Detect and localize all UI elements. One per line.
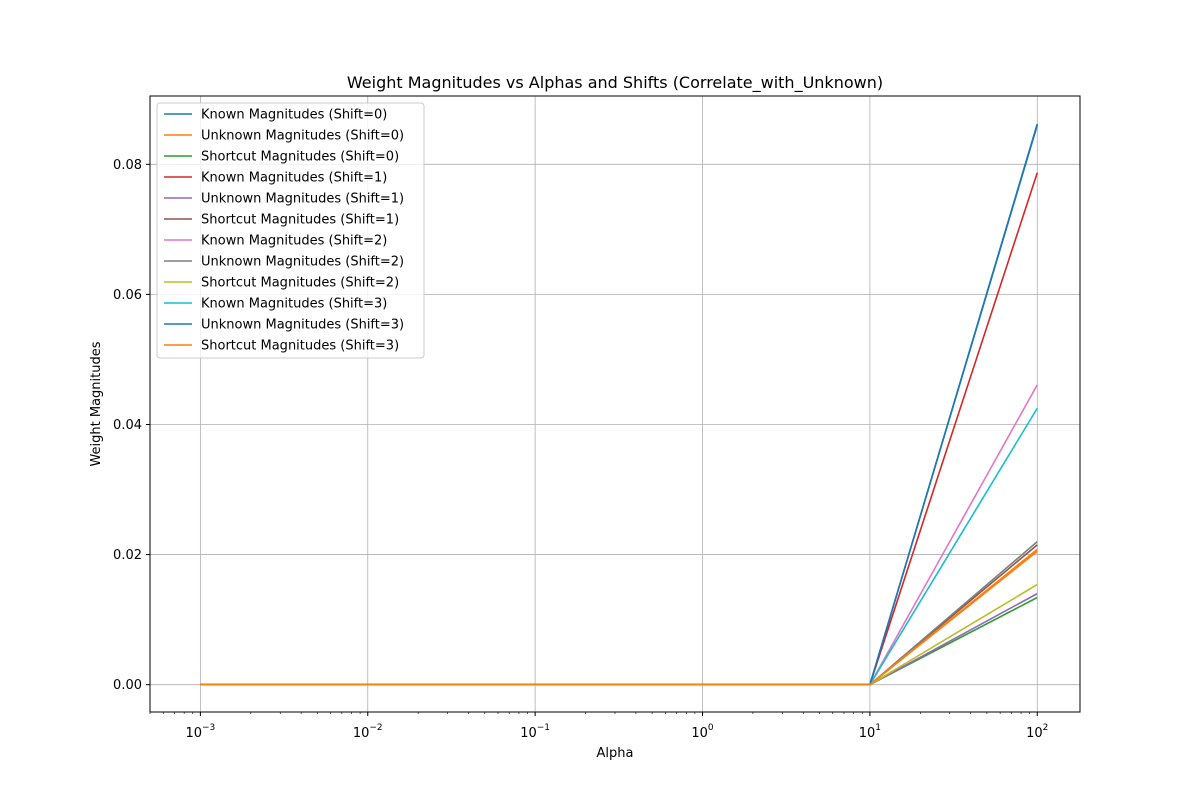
legend-item: Unknown Magnitudes (Shift=1) — [164, 192, 404, 207]
legend-label: Unknown Magnitudes (Shift=2) — [201, 255, 404, 270]
x-axis-label: Alpha — [597, 746, 634, 761]
legend-item: Unknown Magnitudes (Shift=0) — [164, 129, 404, 144]
legend-item: Known Magnitudes (Shift=0) — [164, 108, 387, 123]
x-tick-exponent: −2 — [369, 723, 382, 733]
y-axis-label: Weight Magnitudes — [89, 341, 104, 466]
chart-title: Weight Magnitudes vs Alphas and Shifts (… — [347, 73, 883, 93]
y-tick-label: 0.08 — [113, 158, 142, 173]
x-tick-base: 10 — [185, 726, 202, 741]
x-tick-exponent: −1 — [537, 723, 550, 733]
grid — [150, 96, 1080, 712]
legend-item: Known Magnitudes (Shift=1) — [164, 171, 387, 186]
x-tick-label: 10−1 — [520, 723, 550, 741]
series-lines — [200, 123, 1039, 686]
legend: Known Magnitudes (Shift=0) Unknown Magnit… — [156, 102, 425, 359]
legend-label: Known Magnitudes (Shift=2) — [201, 234, 387, 249]
legend-label: Unknown Magnitudes (Shift=1) — [201, 192, 404, 207]
legend-box — [156, 102, 425, 359]
x-tick-exponent: 0 — [708, 723, 714, 733]
x-tick-exponent: 2 — [1043, 723, 1049, 733]
legend-label: Shortcut Magnitudes (Shift=2) — [201, 276, 399, 291]
y-tick-label: 0.00 — [113, 678, 142, 693]
legend-label: Unknown Magnitudes (Shift=0) — [201, 129, 404, 144]
x-tick-base: 10 — [691, 726, 708, 741]
legend-item: Unknown Magnitudes (Shift=3) — [164, 318, 404, 333]
legend-label: Known Magnitudes (Shift=3) — [201, 297, 387, 312]
series-line-11 — [200, 548, 1038, 686]
y-ticks: 0.00 0.02 0.04 0.06 0.08 — [113, 158, 150, 693]
legend-label: Shortcut Magnitudes (Shift=1) — [201, 213, 399, 228]
legend-item: Shortcut Magnitudes (Shift=2) — [164, 276, 399, 291]
x-tick-label: 100 — [691, 723, 714, 741]
legend-item: Known Magnitudes (Shift=2) — [164, 234, 387, 249]
x-tick-base: 10 — [1026, 726, 1043, 741]
legend-label: Unknown Magnitudes (Shift=3) — [201, 318, 404, 333]
legend-entries: Known Magnitudes (Shift=0) Unknown Magnit… — [164, 108, 404, 354]
x-tick-exponent: 1 — [875, 723, 881, 733]
y-tick-label: 0.06 — [113, 288, 142, 303]
x-tick-base: 10 — [353, 726, 370, 741]
x-tick-label: 10−2 — [353, 723, 383, 741]
legend-label: Known Magnitudes (Shift=0) — [201, 108, 387, 123]
x-tick-label: 102 — [1026, 723, 1048, 741]
x-tick-base: 10 — [520, 726, 537, 741]
legend-label: Shortcut Magnitudes (Shift=0) — [201, 150, 399, 165]
legend-item: Shortcut Magnitudes (Shift=3) — [164, 339, 399, 354]
legend-item: Shortcut Magnitudes (Shift=1) — [164, 213, 399, 228]
x-tick-label: 10−3 — [185, 723, 215, 741]
legend-label: Shortcut Magnitudes (Shift=3) — [201, 339, 399, 354]
x-tick-base: 10 — [859, 726, 876, 741]
y-tick-label: 0.04 — [113, 418, 142, 433]
legend-item: Known Magnitudes (Shift=3) — [164, 297, 387, 312]
x-tick-label: 101 — [859, 723, 881, 741]
x-tick-exponent: −3 — [202, 723, 215, 733]
x-ticks: 10−3 10−2 10−1 100 101 102 — [149, 712, 1048, 741]
legend-item: Unknown Magnitudes (Shift=2) — [164, 255, 404, 270]
legend-label: Known Magnitudes (Shift=1) — [201, 171, 387, 186]
legend-item: Shortcut Magnitudes (Shift=0) — [164, 150, 399, 165]
y-tick-label: 0.02 — [113, 548, 142, 563]
